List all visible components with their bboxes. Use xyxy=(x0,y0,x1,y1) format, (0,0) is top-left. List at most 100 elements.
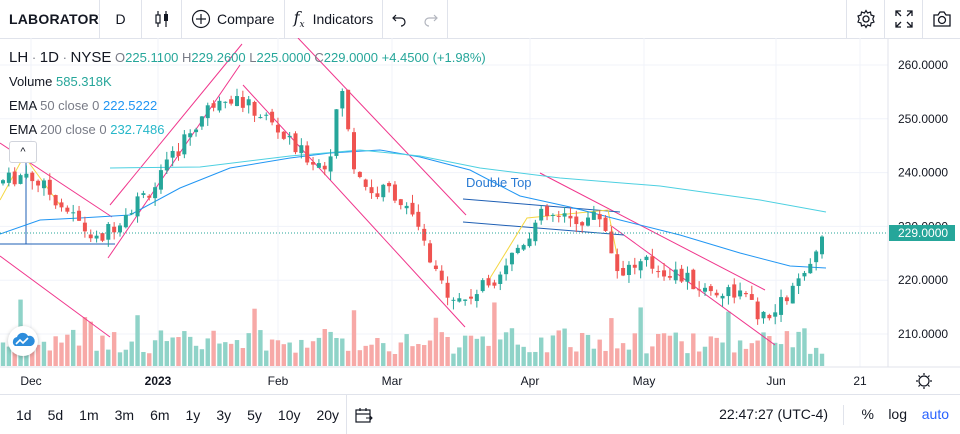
candles-icon xyxy=(154,11,168,27)
candle xyxy=(422,223,427,246)
range-button-3y[interactable]: 3y xyxy=(216,406,232,423)
volume-bar xyxy=(293,352,298,366)
candle xyxy=(82,216,87,238)
o-value: 225.1100 xyxy=(125,50,179,65)
snapshot-button[interactable] xyxy=(922,0,960,38)
time-axis-settings-icon[interactable] xyxy=(916,373,932,389)
candle xyxy=(773,304,778,325)
volume-bar xyxy=(673,332,678,366)
candle xyxy=(404,202,409,215)
candle xyxy=(802,270,807,281)
volume-bar xyxy=(755,340,760,366)
volume-bar xyxy=(416,344,421,366)
range-button-10y[interactable]: 10y xyxy=(277,406,301,423)
candle xyxy=(311,156,316,171)
ema50-row[interactable]: EMA 50 close 0 222.5222 xyxy=(9,94,486,118)
volume-bar xyxy=(264,350,269,366)
volume-bar xyxy=(539,337,544,366)
trend-line[interactable] xyxy=(297,38,467,216)
range-button-1m[interactable]: 1m xyxy=(79,406,99,423)
undo-icon xyxy=(392,14,406,27)
candle xyxy=(474,289,479,308)
volume-bar xyxy=(597,339,602,366)
candle xyxy=(562,207,567,223)
candle xyxy=(53,194,58,209)
volume-bar xyxy=(761,332,766,366)
volume-bar xyxy=(392,353,398,366)
trend-line[interactable] xyxy=(0,255,111,338)
range-button-20y[interactable]: 20y xyxy=(316,406,340,423)
candle xyxy=(229,95,234,106)
legend-collapse-button[interactable]: ^ xyxy=(9,141,37,163)
volume-bar xyxy=(445,336,450,366)
interval-button[interactable]: D xyxy=(100,0,142,38)
candle xyxy=(346,89,351,132)
double-top-annotation[interactable]: Double Top xyxy=(466,175,532,190)
range-button-5d[interactable]: 5d xyxy=(47,406,64,423)
price-axis[interactable]: 260.0000250.0000240.0000230.0000220.0000… xyxy=(898,58,948,341)
candle xyxy=(94,230,99,243)
candle xyxy=(211,100,216,112)
volume-bar xyxy=(743,348,749,366)
candle xyxy=(410,194,415,217)
time-tick-label: Apr xyxy=(521,374,540,388)
range-button-5y[interactable]: 5y xyxy=(247,406,262,423)
volume-bar xyxy=(94,350,99,366)
candle xyxy=(591,205,596,220)
candle xyxy=(509,252,514,272)
time-axis[interactable]: Dec 2023 Feb Mar Apr May Jun 21 xyxy=(20,374,867,388)
price-tick-label: 240.0000 xyxy=(898,166,948,180)
symbol-search[interactable]: LABORATORY xyxy=(0,0,100,38)
range-button-3m[interactable]: 3m xyxy=(114,406,135,423)
chart-type-button[interactable] xyxy=(142,0,182,38)
volume-bar xyxy=(521,346,526,366)
volume-bar xyxy=(433,317,439,366)
candle xyxy=(18,173,23,185)
price-chart[interactable]: Double Top 260.0000250.0000240.0000230.0… xyxy=(0,38,960,393)
volume-bar xyxy=(100,335,105,366)
candle xyxy=(275,117,280,139)
candle xyxy=(667,268,672,281)
trend-line[interactable] xyxy=(539,172,766,291)
volume-bar xyxy=(164,341,169,366)
price-tick-label: 250.0000 xyxy=(898,112,948,126)
range-button-1y[interactable]: 1y xyxy=(185,406,201,423)
price-tick-label: 220.0000 xyxy=(898,273,948,287)
candle xyxy=(428,240,433,264)
volume-row[interactable]: Volume 585.318K xyxy=(9,70,486,94)
log-toggle[interactable]: log xyxy=(888,406,907,422)
candles-layer xyxy=(1,88,824,325)
candle xyxy=(609,226,614,254)
timezone-clock[interactable]: 22:47:27 (UTC-4) xyxy=(719,406,828,422)
candle xyxy=(685,266,690,290)
range-button-6m[interactable]: 6m xyxy=(150,406,170,423)
volume-bar xyxy=(503,332,509,366)
auto-toggle[interactable]: auto xyxy=(921,406,949,422)
brand-logo-badge[interactable] xyxy=(8,326,38,356)
volume-bar xyxy=(773,342,778,366)
settings-button[interactable] xyxy=(846,0,884,38)
volume-bar xyxy=(345,350,351,366)
indicators-button[interactable]: fx Indicators xyxy=(285,0,384,38)
candle xyxy=(796,273,801,295)
range-button-1d[interactable]: 1d xyxy=(16,406,32,423)
volume-bar xyxy=(544,352,550,366)
trend-line[interactable] xyxy=(109,43,243,206)
redo-button[interactable] xyxy=(415,0,449,38)
candle xyxy=(626,261,631,283)
compare-button[interactable]: Compare xyxy=(182,0,285,38)
percent-toggle[interactable]: % xyxy=(861,406,874,422)
trend-line[interactable] xyxy=(242,84,466,328)
volume-bar xyxy=(591,348,597,366)
undo-button[interactable] xyxy=(383,0,415,38)
candle xyxy=(387,181,392,193)
volume-bar xyxy=(240,348,246,366)
fx-icon: fx xyxy=(293,7,305,31)
volume-bar xyxy=(351,310,357,366)
fullscreen-button[interactable] xyxy=(884,0,922,38)
candle xyxy=(469,289,473,305)
date-range-button[interactable] xyxy=(346,395,381,434)
candle xyxy=(41,178,46,196)
ema200-row[interactable]: EMA 200 close 0 232.7486 xyxy=(9,118,486,142)
trend-line[interactable] xyxy=(107,64,241,259)
